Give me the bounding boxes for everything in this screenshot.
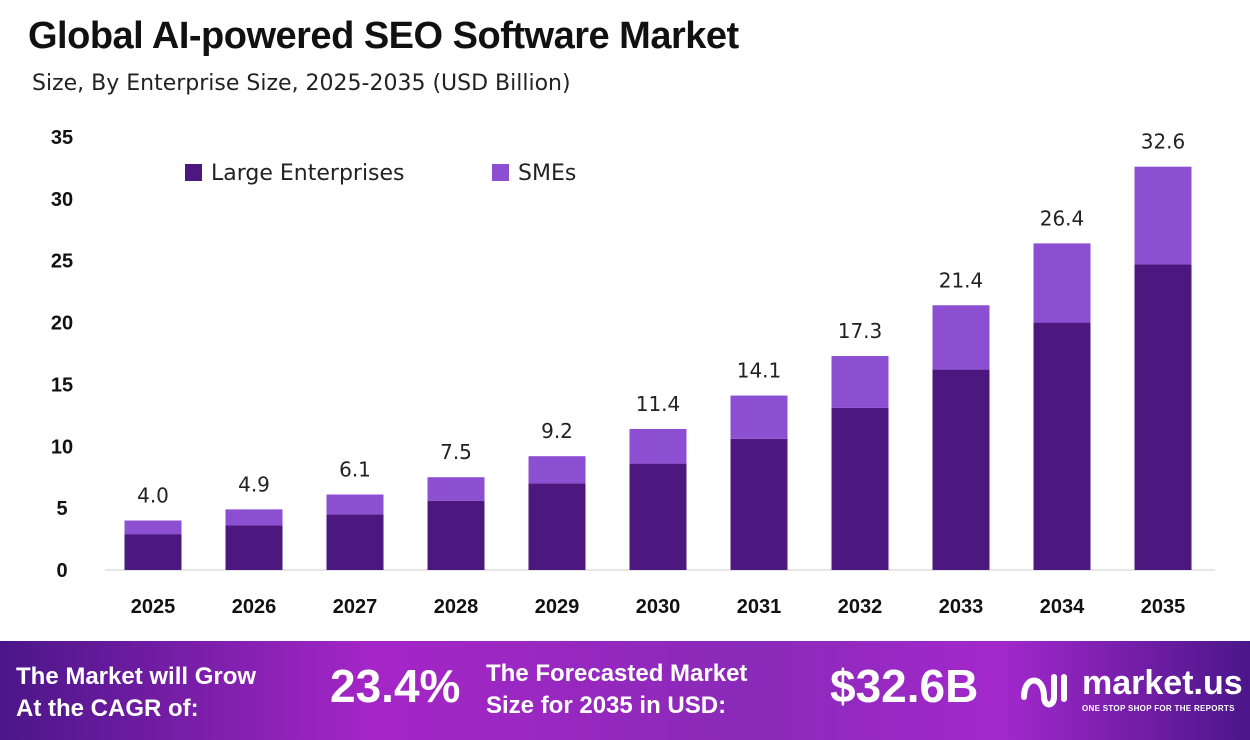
legend-label: SMEs <box>518 161 576 186</box>
y-tick-label: 0 <box>56 560 67 582</box>
total-label: 4.9 <box>238 472 270 496</box>
bar-large-enterprises-2030 <box>629 463 687 570</box>
bar-smes-2031 <box>730 395 788 439</box>
x-tick-label: 2025 <box>131 596 176 618</box>
y-tick-label: 15 <box>51 374 73 396</box>
bar-large-enterprises-2025 <box>124 534 182 570</box>
bar-large-enterprises-2026 <box>225 525 283 570</box>
cagr-value: 23.4% <box>330 660 461 712</box>
total-label: 14.1 <box>737 359 782 383</box>
y-tick-label: 20 <box>51 313 73 335</box>
x-tick-label: 2034 <box>1040 596 1085 618</box>
bar-large-enterprises-2031 <box>730 438 788 570</box>
forecast-label-line1: The Forecasted Market <box>486 660 748 687</box>
bar-smes-2027 <box>326 494 384 515</box>
total-label: 17.3 <box>838 319 883 343</box>
bar-large-enterprises-2028 <box>427 500 485 570</box>
stacked-bar-chart: 051015202530354.020254.920266.120277.520… <box>51 127 1215 618</box>
legend-swatch <box>492 164 509 181</box>
chart-title: Global AI-powered SEO Software Market <box>28 15 739 57</box>
total-label: 4.0 <box>137 484 169 508</box>
bar-smes-2035 <box>1134 166 1192 265</box>
total-label: 9.2 <box>541 419 573 443</box>
total-label: 7.5 <box>440 440 472 464</box>
bar-smes-2025 <box>124 520 182 535</box>
forecast-label: The Forecasted Market Size for 2035 in U… <box>486 658 747 722</box>
y-tick-label: 10 <box>51 436 73 458</box>
bar-smes-2028 <box>427 477 485 501</box>
x-tick-label: 2031 <box>737 596 782 618</box>
logo-text: market.us <box>1082 664 1243 702</box>
total-label: 6.1 <box>339 458 371 482</box>
bar-smes-2029 <box>528 456 586 484</box>
cagr-label-line2: At the CAGR of: <box>16 695 199 722</box>
bar-large-enterprises-2033 <box>932 369 990 570</box>
logo-mark-icon <box>1021 673 1067 707</box>
bar-large-enterprises-2027 <box>326 514 384 570</box>
cagr-label-line1: The Market will Grow <box>16 663 257 690</box>
y-tick-label: 25 <box>51 251 73 273</box>
forecast-label-line2: Size for 2035 in USD: <box>486 692 727 719</box>
bar-smes-2034 <box>1033 243 1091 323</box>
cagr-label: The Market will Grow At the CAGR of: <box>16 661 256 725</box>
x-tick-label: 2027 <box>333 596 378 618</box>
market-us-logo: market.us ONE STOP SHOP FOR THE REPORTS <box>1018 663 1243 714</box>
legend-swatch <box>185 164 202 181</box>
y-tick-label: 35 <box>51 127 73 149</box>
bar-smes-2032 <box>831 355 889 408</box>
logo-tagline: ONE STOP SHOP FOR THE REPORTS <box>1082 704 1235 713</box>
bar-large-enterprises-2034 <box>1033 322 1091 570</box>
x-tick-label: 2032 <box>838 596 883 618</box>
x-tick-label: 2033 <box>939 596 984 618</box>
forecast-value: $32.6B <box>830 660 979 712</box>
x-tick-label: 2035 <box>1141 596 1186 618</box>
footer-banner: The Market will Grow At the CAGR of: 23.… <box>0 641 1250 740</box>
total-label: 32.6 <box>1141 130 1186 154</box>
bar-smes-2030 <box>629 428 687 464</box>
total-label: 21.4 <box>939 268 984 292</box>
x-tick-label: 2026 <box>232 596 277 618</box>
bar-large-enterprises-2032 <box>831 407 889 570</box>
chart-subtitle: Size, By Enterprise Size, 2025-2035 (USD… <box>32 71 571 96</box>
y-tick-label: 5 <box>56 498 67 520</box>
bar-large-enterprises-2035 <box>1134 264 1192 570</box>
total-label: 11.4 <box>636 392 681 416</box>
y-tick-label: 30 <box>51 189 73 211</box>
legend-label: Large Enterprises <box>211 161 405 186</box>
bar-smes-2026 <box>225 509 283 526</box>
total-label: 26.4 <box>1040 206 1085 230</box>
x-tick-label: 2029 <box>535 596 580 618</box>
bar-smes-2033 <box>932 305 990 370</box>
x-tick-label: 2030 <box>636 596 681 618</box>
bar-large-enterprises-2029 <box>528 483 586 570</box>
x-tick-label: 2028 <box>434 596 479 618</box>
